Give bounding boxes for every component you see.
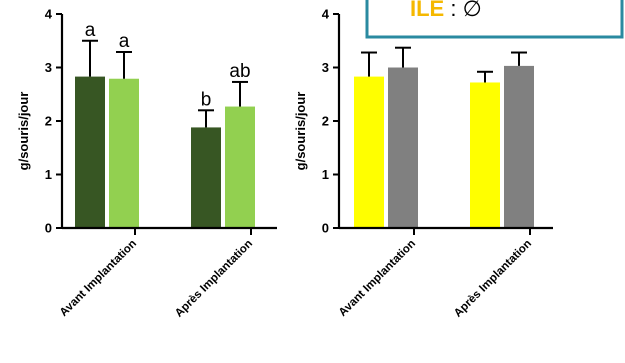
empty-set-symbol: ∅ [463, 0, 482, 21]
x-tick-label: Avant Implantation [337, 238, 418, 319]
y-axis-label: g/souris/jour [16, 92, 31, 171]
bar [75, 76, 105, 228]
y-tick-label: 3 [322, 60, 329, 75]
x-tick-label: Après Implantation [452, 238, 534, 320]
y-tick-label: 0 [45, 221, 52, 236]
significance-label: a [119, 31, 130, 52]
significance-label: a [85, 20, 96, 41]
legend-text: ILE : ∅ [410, 0, 482, 21]
legend-fragment: ILE : ∅ [365, 0, 624, 39]
x-tick-label: Après Implantation [173, 238, 255, 320]
bar [191, 127, 221, 228]
legend-box [365, 0, 624, 39]
bar [109, 78, 139, 228]
bar [504, 65, 534, 229]
y-tick-label: 4 [45, 7, 53, 22]
y-tick-label: 2 [45, 114, 52, 129]
significance-label: ab [229, 61, 250, 82]
y-tick-label: 1 [45, 167, 52, 182]
x-tick-label: Avant Implantation [58, 238, 139, 319]
bar [354, 76, 384, 228]
y-tick-label: 0 [322, 221, 329, 236]
bar [388, 67, 418, 228]
bar [470, 82, 500, 228]
legend-separator: : [444, 0, 462, 21]
significance-label: b [201, 89, 212, 110]
chart-2: 0 1 2 3 4 g/souris/jour Avant Implantation Aprè… [293, 7, 553, 320]
y-tick-label: 3 [45, 60, 52, 75]
y-tick-label: 4 [322, 7, 330, 22]
legend-key-text: ILE [410, 0, 444, 21]
bar [225, 106, 255, 228]
y-axis-label: g/souris/jour [293, 92, 308, 171]
y-tick-label: 1 [322, 167, 329, 182]
y-tick-label: 2 [322, 114, 329, 129]
